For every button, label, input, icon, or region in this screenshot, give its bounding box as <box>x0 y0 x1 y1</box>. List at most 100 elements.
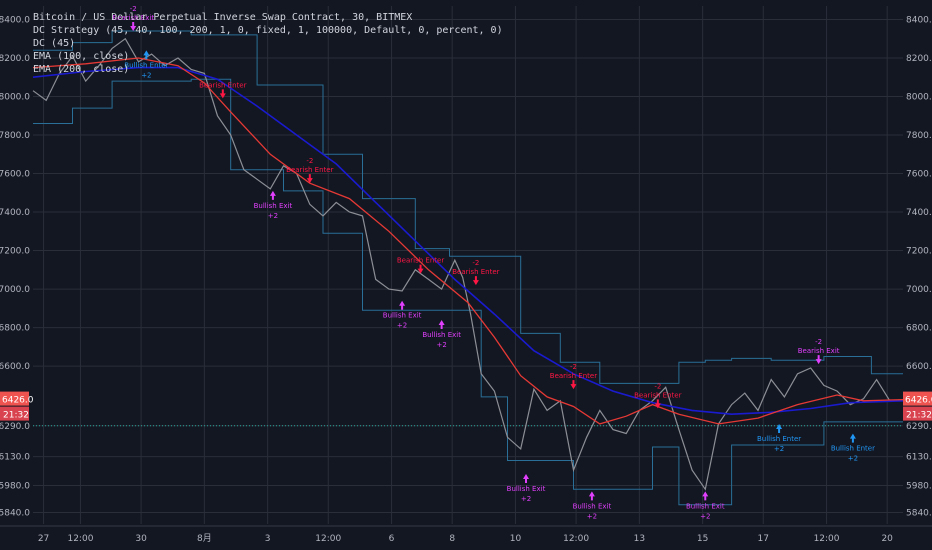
arrow-down-icon <box>417 264 424 274</box>
current-price-badge <box>0 391 29 406</box>
y-tick-label-right: 6600.0 <box>906 362 932 372</box>
trade-qty: -2 <box>815 338 822 346</box>
ema-lines <box>32 57 904 425</box>
x-tick-label: 12:00 <box>315 534 341 544</box>
y-tick-label-left: 7000.0 <box>0 285 30 295</box>
trade-marker: Bearish Enter-2 <box>550 363 597 390</box>
x-tick-label: 8 <box>449 534 455 544</box>
legend-symbol-title[interactable]: Bitcoin / US Dollar Perpetual Inverse Sw… <box>33 12 413 23</box>
legend-dc[interactable]: DC (45) <box>33 38 76 49</box>
trade-qty: +2 <box>700 512 710 520</box>
trade-qty: +2 <box>268 212 278 220</box>
arrow-up-icon <box>269 190 276 200</box>
y-tick-label-right: 8400.0 <box>906 15 932 25</box>
trade-label: Bearish Exit <box>112 14 154 22</box>
x-tick-label: 30 <box>135 534 147 544</box>
arrow-up-icon <box>523 474 529 484</box>
y-tick-label-left: 6600.0 <box>0 362 30 372</box>
y-tick-label-left: 6130.0 <box>0 453 30 463</box>
y-tick-label-right: 7200.0 <box>906 247 932 257</box>
legend-ema100[interactable]: EMA (100, close) <box>33 51 130 62</box>
countdown-text: 21:32 <box>3 411 29 421</box>
trade-label: Bullish Enter <box>757 435 801 443</box>
right-price-axis[interactable]: 8400.0 8200.0 8000.0 7800.0 7600.0 7400.0 7200… <box>906 15 932 518</box>
x-tick-label: 27 <box>38 534 49 544</box>
y-tick-label-right: 8200.0 <box>906 54 932 64</box>
trade-label: Bullish Enter <box>124 61 168 69</box>
legend-ema200[interactable]: EMA (200, close) <box>33 64 130 75</box>
trade-label: Bullish Exit <box>686 502 725 510</box>
trade-qty: +2 <box>521 495 531 503</box>
dc-upper-band <box>33 30 903 384</box>
trade-marker: Bearish Enter <box>199 81 247 99</box>
trade-qty: -2 <box>570 363 577 371</box>
y-tick-label-right: 5840.0 <box>906 508 932 518</box>
arrow-up-icon <box>399 300 406 310</box>
price-series <box>32 37 904 491</box>
left-price-axis[interactable]: 8400.0 8200.0 8000.0 7800.0 7600.0 7400.0 7200… <box>0 15 30 518</box>
trade-label: Bullish Exit <box>383 312 422 320</box>
x-tick-label: 6 <box>389 534 395 544</box>
trade-label: Bearish Enter <box>199 81 246 89</box>
arrow-up-icon <box>702 491 709 501</box>
current-price-text: 6426.0 <box>905 396 932 406</box>
trade-qty: -2 <box>306 157 313 165</box>
legend-strategy[interactable]: DC Strategy (45, 40, 100, 200, 1, 0, fix… <box>33 25 503 36</box>
current-price-badge <box>903 391 932 406</box>
donchian-channel <box>33 30 903 506</box>
y-tick-label-left: 7400.0 <box>0 208 30 218</box>
x-tick-label: 20 <box>881 534 893 544</box>
trade-qty: -2 <box>130 5 137 13</box>
trade-marker: Bearish Exit-2 <box>798 338 840 365</box>
y-tick-label-left: 7800.0 <box>0 131 30 141</box>
trade-label: Bullish Exit <box>507 485 546 493</box>
trade-marker: Bullish Enter +2 <box>124 50 169 79</box>
chart-legend: Bitcoin / US Dollar Perpetual Inverse Sw… <box>33 11 503 76</box>
trade-qty: -2 <box>472 259 479 267</box>
trade-label: Bearish Enter <box>286 166 333 174</box>
arrow-down-icon <box>570 380 577 390</box>
x-tick-label: 12:00 <box>814 534 840 544</box>
y-tick-label-left: 8200.0 <box>0 54 30 64</box>
trade-marker: Bullish Enter +2 <box>757 423 801 453</box>
y-tick-label-left: 6800.0 <box>0 324 30 334</box>
arrow-up-icon <box>588 491 595 501</box>
time-axis[interactable]: 27 12:00 30 8月 3 12:00 6 8 10 12:00 13 15 17 12:00 20 <box>0 525 932 544</box>
arrow-down-icon <box>306 174 313 184</box>
arrow-down-icon <box>472 276 479 286</box>
arrow-up-icon <box>849 433 856 443</box>
trade-marker: Bullish Exit +2 <box>254 190 293 220</box>
trade-qty: +2 <box>848 455 858 463</box>
trade-marker: Bullish Exit +2 <box>686 491 725 520</box>
y-tick-label-right: 7400.0 <box>906 208 932 218</box>
y-tick-label-right: 6130.0 <box>906 453 932 463</box>
y-tick-label-right: 7600.0 <box>906 170 932 180</box>
y-tick-label-left: 5840.0 <box>0 508 30 518</box>
x-tick-label: 17 <box>758 534 769 544</box>
trade-marker: Bearish Enter-2 <box>452 259 500 286</box>
x-tick-label: 12:00 <box>563 534 589 544</box>
y-tick-label-right: 7000.0 <box>906 285 932 295</box>
y-tick-label-right: 7800.0 <box>906 131 932 141</box>
y-tick-label-left: 8400.0 <box>0 15 30 25</box>
x-tick-label: 10 <box>510 534 522 544</box>
dc-lower-band <box>33 78 903 506</box>
y-tick-label-left: 5980.0 <box>0 481 30 491</box>
y-tick-label-left: 6290.0 <box>0 422 30 432</box>
trade-label: Bearish Enter <box>452 268 499 276</box>
trade-label: Bullish Exit <box>254 202 293 210</box>
trade-label: Bullish Exit <box>422 331 461 339</box>
y-tick-label-left: 8000.0 <box>0 93 30 103</box>
ema200-line <box>32 66 904 416</box>
trade-qty: +2 <box>774 445 784 453</box>
trade-marker: Bullish Exit +2 <box>383 300 422 330</box>
trade-marker: Bearish Enter-2 <box>286 157 334 184</box>
y-tick-label-left: 7200.0 <box>0 247 30 257</box>
ema100-line <box>32 57 904 425</box>
trade-marker: Bearish Exit-2 <box>112 5 154 31</box>
arrow-down-icon <box>130 21 137 31</box>
arrow-up-icon <box>438 319 445 329</box>
